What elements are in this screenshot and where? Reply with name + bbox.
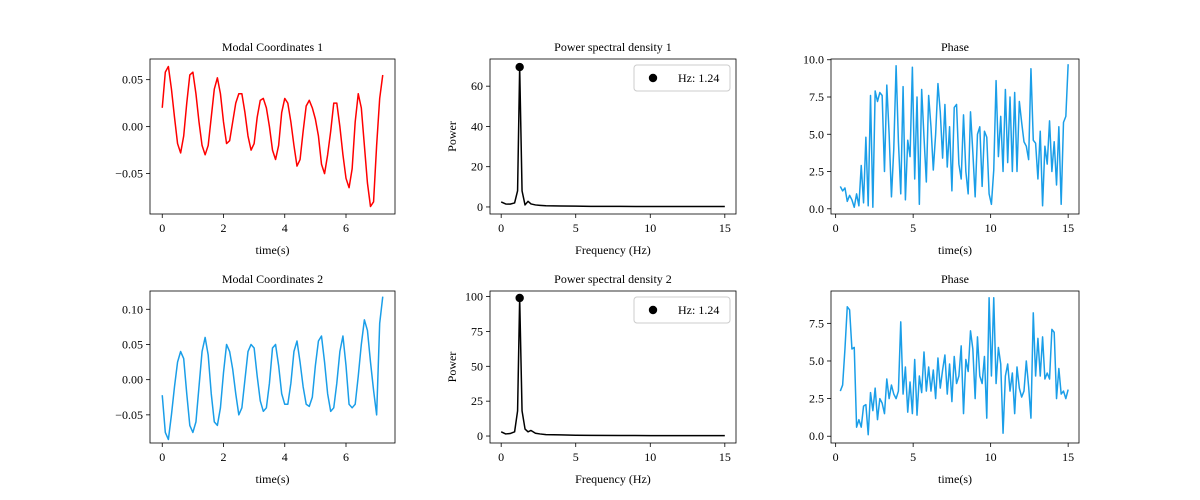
x-tick-label: 10: [985, 221, 997, 235]
axes-frame: [149, 290, 396, 444]
chart-title: Power spectral density 1: [554, 40, 672, 54]
axes-frame: [149, 58, 396, 215]
series-line: [161, 65, 384, 208]
y-tick-label: 7.5: [809, 316, 824, 330]
x-tick-label: 4: [282, 221, 288, 235]
chart-4: 0 2 4 6 −0.05 0.00 0.05 0.10 Modal Coordinates 2…: [115, 272, 396, 486]
y-tick-label: 7.5: [809, 90, 824, 104]
chart-6: 0 5 10 15 0.0 2.5 5.0 7.5 Phase time(s): [809, 272, 1080, 486]
series-line: [500, 297, 725, 437]
y-axis-label: Power: [445, 352, 459, 383]
y-tick-label: 0.0: [809, 202, 824, 216]
x-axis-label: Frequency (Hz): [575, 472, 651, 486]
y-tick-label: 2.5: [809, 165, 824, 179]
x-tick-label: 0: [159, 221, 165, 235]
y-tick-label: 0.0: [809, 429, 824, 443]
legend-marker: [648, 73, 658, 83]
axes-frame: [830, 58, 1080, 215]
y-tick-label: 0.05: [122, 73, 143, 87]
y-tick-label: 5.0: [809, 127, 824, 141]
y-tick-label: 40: [471, 119, 483, 133]
x-axis-label: time(s): [256, 243, 290, 257]
y-tick-label: 0.00: [122, 373, 143, 387]
y-tick-label: 20: [471, 160, 483, 174]
x-tick-label: 6: [343, 221, 349, 235]
y-tick-label: 2.5: [809, 392, 824, 406]
chart-title: Modal Coordinates 1: [222, 40, 323, 54]
series-line: [161, 296, 384, 441]
y-tick-label: 0: [477, 429, 483, 443]
chart-title: Power spectral density 2: [554, 272, 672, 286]
x-tick-label: 0: [833, 450, 839, 464]
x-tick-label: 6: [343, 450, 349, 464]
axes-frame: [830, 290, 1080, 444]
legend-label: Hz: 1.24: [678, 303, 719, 317]
y-tick-label: 0.10: [122, 302, 143, 316]
x-tick-label: 15: [719, 450, 731, 464]
y-tick-label: 100: [465, 290, 483, 304]
x-tick-label: 15: [1062, 221, 1074, 235]
x-tick-label: 0: [159, 450, 165, 464]
chart-title: Modal Coordinates 2: [222, 272, 323, 286]
legend-box: [633, 296, 731, 324]
x-tick-label: 10: [985, 450, 997, 464]
x-tick-label: 2: [221, 450, 227, 464]
x-tick-label: 10: [644, 221, 656, 235]
x-tick-label: 5: [573, 450, 579, 464]
x-tick-label: 15: [1062, 450, 1074, 464]
chart-1: 0 2 4 6 −0.05 0.00 0.05 Modal Coordinates 1 time…: [115, 40, 396, 257]
x-tick-label: 15: [719, 221, 731, 235]
x-tick-label: 2: [221, 221, 227, 235]
x-tick-label: 5: [910, 450, 916, 464]
y-tick-label: 60: [471, 79, 483, 93]
x-tick-label: 5: [573, 221, 579, 235]
y-tick-label: 0: [477, 200, 483, 214]
y-tick-label: 75: [471, 324, 483, 338]
y-axis-label: Power: [445, 121, 459, 152]
y-tick-label: 10.0: [803, 53, 824, 67]
series-line: [500, 66, 725, 208]
x-tick-label: 10: [644, 450, 656, 464]
x-tick-label: 5: [910, 221, 916, 235]
legend-box: [633, 64, 731, 92]
series-line: [839, 64, 1069, 209]
legend-label: Hz: 1.24: [678, 71, 719, 85]
x-tick-label: 0: [833, 221, 839, 235]
series-line: [839, 297, 1069, 436]
y-tick-label: 25: [471, 394, 483, 408]
axes-frame: [489, 58, 737, 215]
x-axis-label: time(s): [938, 243, 972, 257]
x-tick-label: 0: [498, 450, 504, 464]
legend-marker: [648, 305, 658, 315]
peak-marker: [515, 62, 524, 72]
y-tick-label: 5.0: [809, 354, 824, 368]
chart-5: 0 5 10 15 0 25 50 75 100 Power spectral density 2…: [445, 272, 737, 486]
y-tick-label: 0.05: [122, 337, 143, 351]
y-tick-label: −0.05: [115, 408, 143, 422]
chart-title: Phase: [941, 272, 969, 286]
x-tick-label: 0: [498, 221, 504, 235]
x-tick-label: 4: [282, 450, 288, 464]
x-axis-label: Frequency (Hz): [575, 243, 651, 257]
y-tick-label: 0.00: [122, 120, 143, 134]
y-tick-label: −0.05: [115, 167, 143, 181]
chart-title: Phase: [941, 40, 969, 54]
y-tick-label: 50: [471, 359, 483, 373]
axes-frame: [489, 290, 737, 444]
peak-marker: [515, 293, 524, 303]
chart-3: 0 5 10 15 0.0 2.5 5.0 7.5 10.0 Phase time(s): [803, 40, 1080, 257]
x-axis-label: time(s): [938, 472, 972, 486]
chart-2: 0 5 10 15 0 20 40 60 Power spectral density 1 Fre…: [445, 40, 737, 257]
x-axis-label: time(s): [256, 472, 290, 486]
